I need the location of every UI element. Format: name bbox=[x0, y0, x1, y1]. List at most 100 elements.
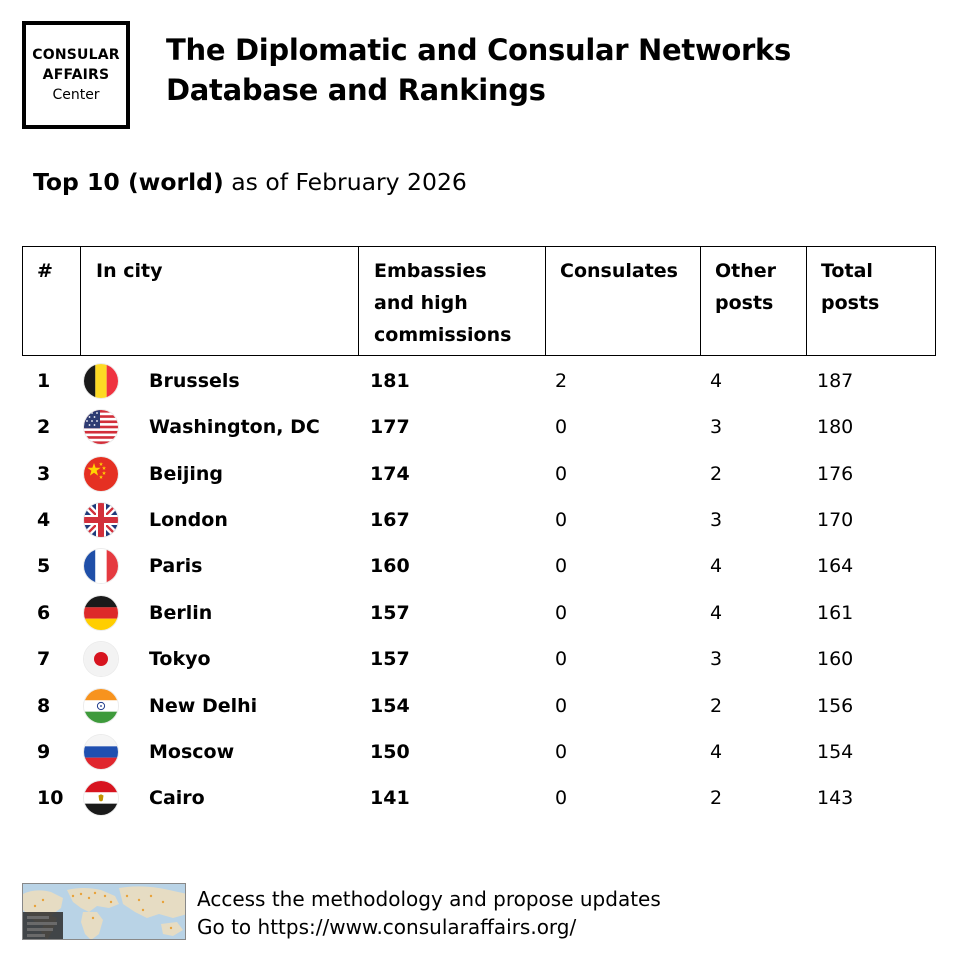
header-divider bbox=[80, 246, 81, 356]
table-row: 2 Washington, DC 177 0 bbox=[0, 403, 960, 449]
table-header bbox=[22, 246, 936, 356]
subtitle-rest: as of February 2026 bbox=[223, 168, 467, 196]
row-city: Tokyo bbox=[149, 648, 211, 670]
row-rank: 10 bbox=[37, 787, 64, 809]
row-consulates: 2 bbox=[555, 370, 568, 392]
header-other-line: posts bbox=[715, 292, 774, 314]
header-consulates: Consulates bbox=[560, 260, 678, 282]
logo-line-1: CONSULAR bbox=[32, 47, 120, 63]
row-consulates: 0 bbox=[555, 695, 568, 717]
row-total: 164 bbox=[817, 555, 854, 577]
usa-flag-icon bbox=[84, 410, 118, 444]
title-line-2: Database and Rankings bbox=[166, 73, 546, 107]
row-other: 4 bbox=[710, 741, 723, 763]
row-total: 187 bbox=[817, 370, 854, 392]
row-consulates: 0 bbox=[555, 555, 568, 577]
table-row: 3 Beijing 174 0 2 176 bbox=[0, 450, 960, 496]
row-other: 3 bbox=[710, 509, 723, 531]
row-consulates: 0 bbox=[555, 787, 568, 809]
row-consulates: 0 bbox=[555, 463, 568, 485]
footer-website-link[interactable]: Go to https://www.consularaffairs.org/ bbox=[197, 915, 577, 939]
row-total: 176 bbox=[817, 463, 854, 485]
footer-methodology-text: Access the methodology and propose updat… bbox=[197, 887, 661, 911]
header-total: Total posts bbox=[821, 255, 879, 319]
row-rank: 7 bbox=[37, 648, 51, 670]
table-row: 5 Paris 160 0 4 164 bbox=[0, 542, 960, 588]
header-total-line: Total bbox=[821, 260, 873, 282]
header-total-line: posts bbox=[821, 292, 880, 314]
row-consulates: 0 bbox=[555, 602, 568, 624]
china-flag-icon bbox=[84, 457, 118, 491]
page-subtitle: Top 10 (world) as of February 2026 bbox=[33, 165, 467, 199]
row-embassies: 181 bbox=[370, 370, 410, 392]
row-embassies: 154 bbox=[370, 695, 410, 717]
header-other-line: Other bbox=[715, 260, 777, 282]
header-city: In city bbox=[96, 260, 163, 282]
header-divider bbox=[700, 246, 701, 356]
germany-flag-icon bbox=[84, 596, 118, 630]
table-row: 6 Berlin 157 0 4 161 bbox=[0, 589, 960, 635]
row-total: 154 bbox=[817, 741, 854, 763]
logo-line-3: Center bbox=[52, 87, 100, 103]
row-city: Berlin bbox=[149, 602, 213, 624]
belgium-flag-icon bbox=[84, 364, 118, 398]
row-total: 180 bbox=[817, 416, 854, 438]
row-other: 2 bbox=[710, 463, 723, 485]
row-other: 4 bbox=[710, 370, 723, 392]
row-city: Beijing bbox=[149, 463, 224, 485]
row-rank: 2 bbox=[37, 416, 51, 438]
row-city: Brussels bbox=[149, 370, 240, 392]
row-rank: 8 bbox=[37, 695, 51, 717]
row-rank: 3 bbox=[37, 463, 51, 485]
japan-flag-icon bbox=[84, 642, 118, 676]
row-consulates: 0 bbox=[555, 509, 568, 531]
row-embassies: 167 bbox=[370, 509, 410, 531]
row-rank: 4 bbox=[37, 509, 51, 531]
header-embassies-line: commissions bbox=[374, 324, 512, 346]
table-row: 7 Tokyo 157 0 3 160 bbox=[0, 635, 960, 681]
row-total: 143 bbox=[817, 787, 854, 809]
row-embassies: 174 bbox=[370, 463, 410, 485]
header-divider bbox=[806, 246, 807, 356]
row-rank: 6 bbox=[37, 602, 51, 624]
table-row: 8 New Delhi 154 0 2 156 bbox=[0, 682, 960, 728]
row-total: 161 bbox=[817, 602, 854, 624]
header-other: Other posts bbox=[715, 255, 776, 319]
india-flag-icon bbox=[84, 689, 118, 723]
row-embassies: 157 bbox=[370, 648, 410, 670]
row-other: 4 bbox=[710, 602, 723, 624]
row-other: 2 bbox=[710, 695, 723, 717]
table-row: 4 London 167 0 3 170 bbox=[0, 496, 960, 542]
russia-flag-icon bbox=[84, 735, 118, 769]
egypt-flag-icon bbox=[84, 781, 118, 815]
row-consulates: 0 bbox=[555, 416, 568, 438]
row-embassies: 157 bbox=[370, 602, 410, 624]
row-other: 3 bbox=[710, 648, 723, 670]
row-embassies: 177 bbox=[370, 416, 410, 438]
header-embassies-line: Embassies bbox=[374, 260, 487, 282]
row-embassies: 150 bbox=[370, 741, 410, 763]
france-flag-icon bbox=[84, 549, 118, 583]
page-title: The Diplomatic and Consular Networks Dat… bbox=[166, 30, 791, 110]
row-consulates: 0 bbox=[555, 648, 568, 670]
row-city: Washington, DC bbox=[149, 416, 320, 438]
consular-affairs-logo: CONSULAR AFFAIRS Center bbox=[22, 21, 130, 129]
world-map-thumbnail-icon bbox=[22, 883, 186, 940]
row-city: Cairo bbox=[149, 787, 205, 809]
logo-line-2: AFFAIRS bbox=[42, 67, 110, 83]
header-embassies-line: and high bbox=[374, 292, 468, 314]
header-embassies: Embassies and high commissions bbox=[374, 255, 511, 351]
row-rank: 5 bbox=[37, 555, 51, 577]
row-total: 170 bbox=[817, 509, 854, 531]
row-embassies: 160 bbox=[370, 555, 410, 577]
row-city: Paris bbox=[149, 555, 203, 577]
header-divider bbox=[545, 246, 546, 356]
row-consulates: 0 bbox=[555, 741, 568, 763]
subtitle-bold: Top 10 (world) bbox=[33, 168, 224, 196]
row-rank: 1 bbox=[37, 370, 51, 392]
row-other: 3 bbox=[710, 416, 723, 438]
row-total: 160 bbox=[817, 648, 854, 670]
row-rank: 9 bbox=[37, 741, 51, 763]
title-line-1: The Diplomatic and Consular Networks bbox=[166, 33, 792, 67]
table-row: 1 Brussels 181 2 4 187 bbox=[0, 357, 960, 403]
